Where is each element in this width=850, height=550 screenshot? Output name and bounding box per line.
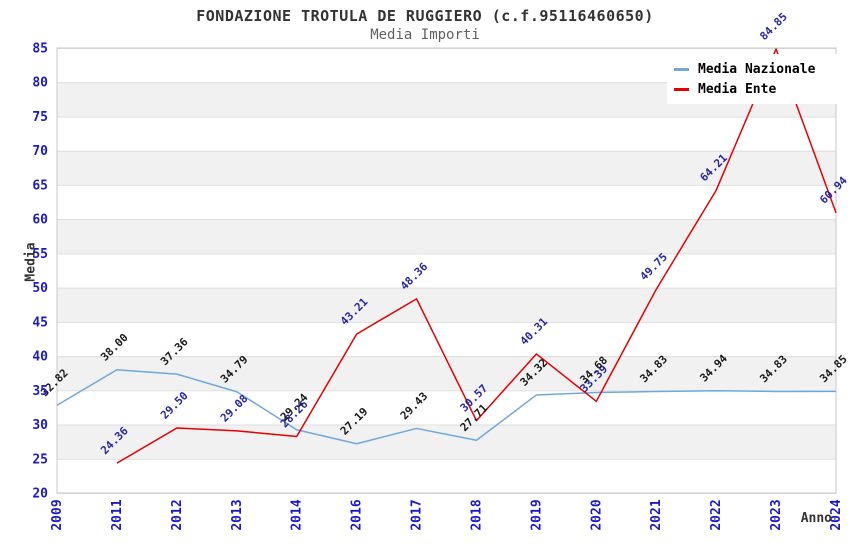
x-tick-label: 2017 xyxy=(410,499,425,530)
x-axis-label: Anno xyxy=(800,511,832,526)
y-tick-label: 50 xyxy=(32,281,48,296)
chart-title: FONDAZIONE TROTULA DE RUGGIERO (c.f.9511… xyxy=(196,7,654,25)
legend-box: Media Nazionale Media Ente xyxy=(667,54,840,104)
y-tick-label: 70 xyxy=(32,144,48,159)
media-ente-line xyxy=(116,48,837,464)
y-tick-label: 55 xyxy=(32,247,48,262)
x-tick-label: 2020 xyxy=(589,499,604,530)
background-band xyxy=(57,356,836,391)
data-label-media-ente-2013: 29.08 xyxy=(218,392,251,425)
background-band xyxy=(57,150,836,185)
data-label-media-nazionale-2017: 29.43 xyxy=(398,390,431,423)
y-tick-label: 80 xyxy=(32,76,48,91)
data-label-media-ente-2021: 49.75 xyxy=(637,251,670,284)
background-band xyxy=(57,424,836,459)
data-label-media-ente-2023: 84.85 xyxy=(757,10,790,43)
x-tick-label: 2021 xyxy=(649,499,664,530)
y-tick-label: 65 xyxy=(32,178,48,193)
legend-label-nazionale: Media Nazionale xyxy=(698,61,816,77)
background-band xyxy=(57,287,836,322)
y-tick-label: 85 xyxy=(32,42,48,57)
plot-border xyxy=(56,47,837,494)
x-tick-label: 2009 xyxy=(50,499,65,530)
x-tick-label: 2023 xyxy=(769,499,784,530)
y-tick-label: 35 xyxy=(32,384,48,399)
x-tick-label: 2016 xyxy=(350,499,365,530)
legend-swatch-nazionale-icon xyxy=(674,67,689,71)
y-tick-label: 40 xyxy=(32,350,48,365)
y-tick-label: 60 xyxy=(32,213,48,228)
chart-subtitle: Media Importi xyxy=(370,27,480,43)
y-tick-label: 20 xyxy=(32,487,48,502)
x-tick-label: 2018 xyxy=(469,499,484,530)
data-label-media-ente-2012: 29.50 xyxy=(158,389,191,422)
media-nazionale-line xyxy=(56,369,837,445)
x-tick-label: 2024 xyxy=(829,499,844,530)
y-tick-label: 25 xyxy=(32,452,48,467)
x-tick-label: 2022 xyxy=(709,499,724,530)
x-tick-label: 2011 xyxy=(110,499,125,530)
legend-swatch-ente-icon xyxy=(674,87,689,91)
x-tick-label: 2019 xyxy=(529,499,544,530)
legend-item-media-ente: Media Ente xyxy=(667,79,840,99)
x-tick-label: 2014 xyxy=(290,499,305,530)
legend-label-ente: Media Ente xyxy=(698,81,777,97)
y-tick-label: 75 xyxy=(32,110,48,125)
legend-item-media-nazionale: Media Nazionale xyxy=(667,59,840,79)
y-axis-label: Media xyxy=(23,242,39,282)
background-band xyxy=(57,219,836,254)
x-tick-label: 2012 xyxy=(170,499,185,530)
y-tick-label: 30 xyxy=(32,418,48,433)
x-tick-label: 2013 xyxy=(230,499,245,530)
y-tick-label: 45 xyxy=(32,315,48,330)
